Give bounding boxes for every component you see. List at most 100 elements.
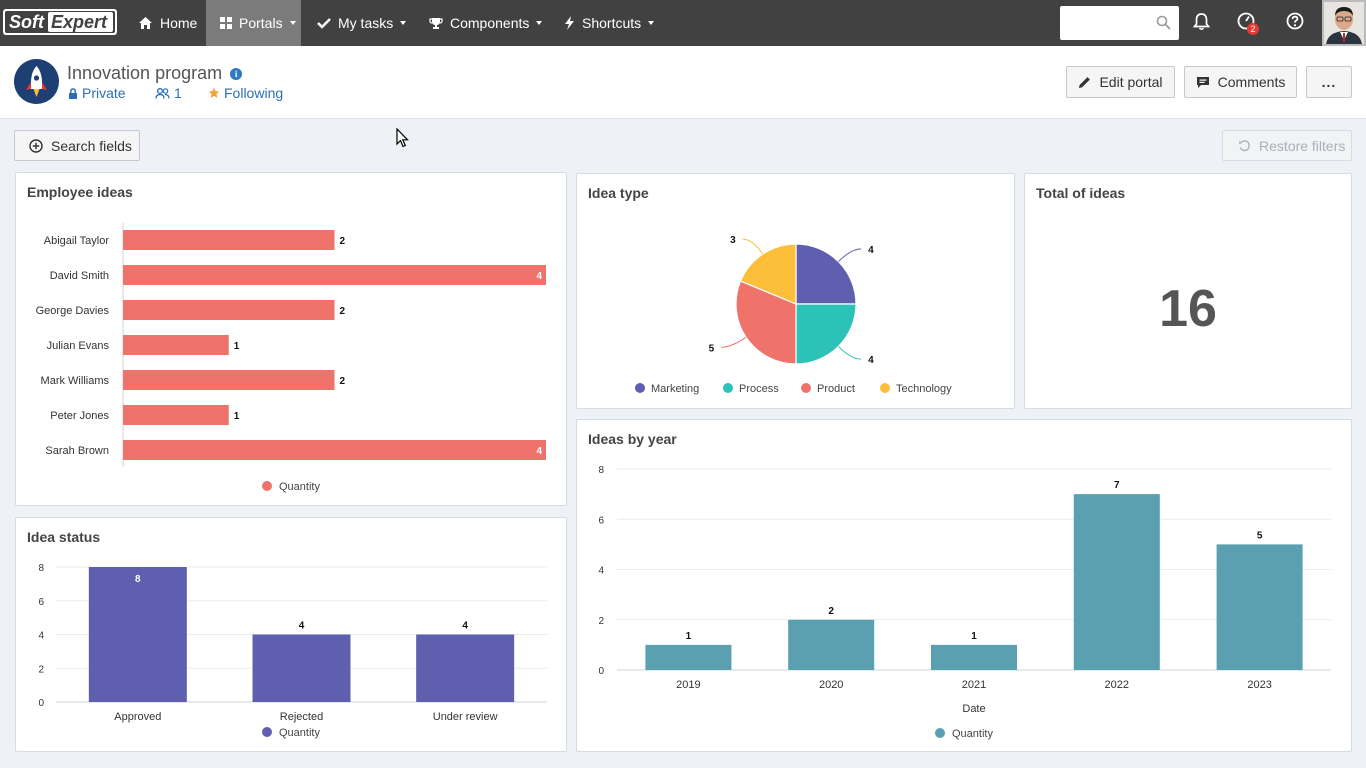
- y-tick-label: 0: [598, 666, 604, 677]
- bar: [88, 567, 187, 702]
- legend-label: Quantity: [279, 481, 320, 493]
- employee-ideas-chart: Abigail Taylor 2 David Smith 4 George Davies…: [36, 223, 546, 493]
- following-status[interactable]: Following: [208, 85, 283, 101]
- portal-title: Innovation program i: [67, 63, 243, 84]
- idea-type-chart: 4 4 5 3 Marketing Process Product Technology: [635, 235, 952, 395]
- y-tick-label: 4: [38, 631, 44, 642]
- idea-status-panel: Idea status 0 2 4 6 8 8 Approved 4 Rejected 4 Unde…: [15, 517, 567, 752]
- legend-label: Process: [739, 383, 779, 395]
- x-tick-label: 2022: [1105, 679, 1129, 691]
- bar: [645, 644, 732, 670]
- trophy-icon: [429, 17, 443, 29]
- bar: [123, 300, 335, 320]
- chevron-down-icon: [648, 21, 655, 25]
- x-tick-label: 2023: [1247, 679, 1271, 691]
- pie-connector: [838, 346, 862, 360]
- total-ideas-panel: Total of ideas 16: [1024, 173, 1352, 409]
- nav-components[interactable]: Components: [429, 0, 543, 46]
- y-tick-label: 8: [38, 563, 44, 574]
- bar: [123, 230, 335, 250]
- bar: [1216, 544, 1303, 670]
- pie-slice: [795, 243, 857, 305]
- bell-icon[interactable]: [1193, 12, 1210, 31]
- pie-connector: [838, 248, 862, 262]
- data-label: 4: [299, 621, 305, 632]
- logo-soft-text: Soft: [9, 12, 45, 32]
- legend-marker: [635, 383, 645, 393]
- help-icon[interactable]: [1286, 12, 1304, 30]
- star-icon: [208, 87, 220, 98]
- legend-marker: [801, 383, 811, 393]
- legend-marker: [262, 727, 272, 737]
- y-tick-label: 2: [598, 616, 604, 627]
- bar: [416, 634, 515, 702]
- nav-my-tasks[interactable]: My tasks: [317, 0, 407, 46]
- legend-marker: [880, 383, 890, 393]
- rocket-icon: [26, 66, 47, 97]
- x-tick-label: Approved: [114, 711, 161, 723]
- nav-home[interactable]: Home: [138, 0, 197, 46]
- edit-portal-button[interactable]: Edit portal: [1066, 66, 1175, 98]
- data-label: 1: [971, 631, 977, 642]
- lock-icon: [69, 87, 77, 99]
- portal-avatar: [14, 59, 59, 104]
- search-icon[interactable]: [1156, 15, 1171, 30]
- category-label: Sarah Brown: [45, 445, 109, 457]
- data-label: 4: [536, 271, 542, 282]
- more-options-label: ...: [1321, 74, 1337, 90]
- y-tick-label: 0: [38, 698, 44, 709]
- idea-type-panel: Idea type 4 4 5 3 Marketing Process Product Tec…: [576, 173, 1015, 409]
- data-label: 1: [234, 411, 240, 422]
- pie-slice: [739, 243, 797, 305]
- members-count[interactable]: 1: [155, 85, 182, 101]
- legend-label: Technology: [896, 383, 952, 395]
- bar: [123, 265, 546, 285]
- category-label: Julian Evans: [47, 340, 110, 352]
- data-label: 2: [340, 306, 346, 317]
- nav-components-label: Components: [450, 15, 530, 31]
- x-tick-label: 2019: [676, 679, 700, 691]
- idea-type-title: Idea type: [588, 185, 649, 201]
- restore-filters-button[interactable]: Restore filters: [1222, 130, 1352, 161]
- users-icon: [155, 87, 170, 99]
- data-label: 7: [1114, 480, 1120, 491]
- info-icon[interactable]: i: [230, 67, 243, 80]
- pie-slice: [795, 303, 857, 365]
- more-options-button[interactable]: ...: [1306, 66, 1352, 98]
- y-tick-label: 2: [38, 664, 44, 675]
- softexpert-logo[interactable]: Soft Expert: [3, 9, 117, 35]
- user-photo-icon: [1324, 2, 1364, 44]
- search-input[interactable]: [1066, 6, 1158, 38]
- nav-home-label: Home: [160, 15, 198, 31]
- portal-title-text: Innovation program: [67, 63, 223, 83]
- y-tick-label: 8: [598, 465, 604, 476]
- bar: [931, 644, 1017, 670]
- x-tick-label: Rejected: [280, 711, 323, 723]
- mouse-cursor-icon: [396, 128, 409, 148]
- search-fields-button[interactable]: Search fields: [14, 130, 140, 161]
- ideas-by-year-title: Ideas by year: [588, 431, 677, 447]
- bar: [123, 405, 229, 425]
- user-avatar[interactable]: [1322, 0, 1366, 46]
- category-label: David Smith: [50, 270, 109, 282]
- category-label: Abigail Taylor: [44, 235, 110, 247]
- restore-filters-label: Restore filters: [1259, 137, 1346, 154]
- nav-portals[interactable]: Portals: [206, 0, 301, 46]
- members-label: 1: [174, 85, 182, 101]
- idea-status-chart: 0 2 4 6 8 8 Approved 4 Rejected 4 Under review Quan…: [38, 563, 547, 739]
- pencil-icon: [1079, 76, 1091, 88]
- bar: [788, 619, 875, 670]
- data-label: 2: [828, 606, 834, 617]
- y-tick-label: 4: [598, 566, 604, 577]
- comments-button[interactable]: Comments: [1184, 66, 1297, 98]
- bar: [123, 370, 335, 390]
- performance-gauge-icon[interactable]: [1237, 12, 1255, 30]
- legend-marker: [935, 728, 945, 738]
- nav-shortcuts[interactable]: Shortcuts: [564, 0, 655, 46]
- privacy-status[interactable]: Private: [68, 85, 126, 101]
- employee-ideas-panel: Employee ideas Abigail Taylor 2 David Smit…: [15, 172, 567, 506]
- x-tick-label: 2021: [962, 679, 986, 691]
- total-ideas-title: Total of ideas: [1036, 185, 1126, 201]
- nav-portals-label: Portals: [239, 15, 283, 31]
- following-label: Following: [224, 85, 284, 101]
